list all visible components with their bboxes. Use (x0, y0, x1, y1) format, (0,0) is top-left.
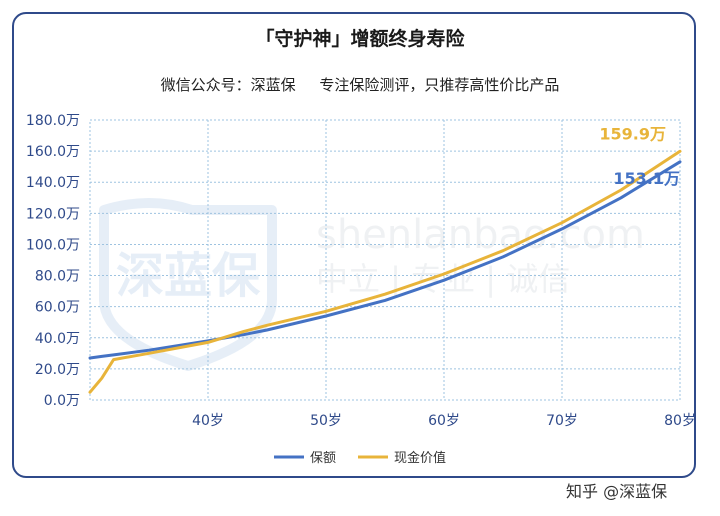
annotation-layer: 159.9万 153.1万 (599, 124, 680, 188)
legend-label: 保额 (310, 451, 336, 466)
y-tick-label: 60.0万 (35, 300, 80, 316)
x-tick-label: 50岁 (310, 413, 342, 429)
y-tick-label: 40.0万 (35, 331, 80, 347)
chart-subtitle: 微信公众号：深蓝保 专注保险测评，只推荐高性价比产品 (160, 76, 560, 94)
cash-value-line (88, 149, 682, 394)
watermark-shield-icon (99, 198, 277, 371)
watermark-logo-text: 深蓝保 (116, 248, 261, 304)
sum-insured-line (88, 160, 682, 360)
x-tick-label: 70岁 (546, 413, 578, 429)
chart-grid (90, 120, 680, 400)
watermark: 深蓝保 shenlanbao.com 中立 | 专业 | 诚信 (99, 198, 645, 371)
y-tick-label: 80.0万 (35, 269, 80, 285)
y-tick-label: 160.0万 (26, 144, 80, 160)
series-layer (88, 149, 682, 394)
x-tick-label: 80岁 (664, 413, 696, 429)
end-value-label: 159.9万 (599, 124, 666, 143)
end-value-label: 153.1万 (613, 169, 680, 188)
chart-title: 「守护神」增额终身寿险 (255, 28, 465, 50)
y-tick-label: 0.0万 (44, 393, 80, 409)
y-tick-label: 140.0万 (26, 175, 80, 191)
x-tick-label: 40岁 (192, 413, 224, 429)
plot-area-frame (89, 119, 681, 401)
chart-legend: 保额 现金价值 (274, 450, 446, 466)
y-tick-label: 120.0万 (26, 206, 80, 222)
legend-label: 现金价值 (394, 450, 446, 466)
footer-credit: 知乎 @深蓝保 (566, 482, 668, 501)
y-tick-label: 20.0万 (35, 362, 80, 378)
y-tick-label: 180.0万 (26, 113, 80, 129)
x-tick-label: 60岁 (428, 413, 460, 429)
x-axis: 40岁 50岁 60岁 70岁 80岁 (192, 413, 696, 429)
watermark-domain: shenlanbao.com (316, 212, 645, 258)
y-tick-label: 100.0万 (26, 237, 80, 253)
y-axis: 0.0万 20.0万 40.0万 60.0万 80.0万 100.0万 120.0万 140.… (26, 113, 80, 409)
